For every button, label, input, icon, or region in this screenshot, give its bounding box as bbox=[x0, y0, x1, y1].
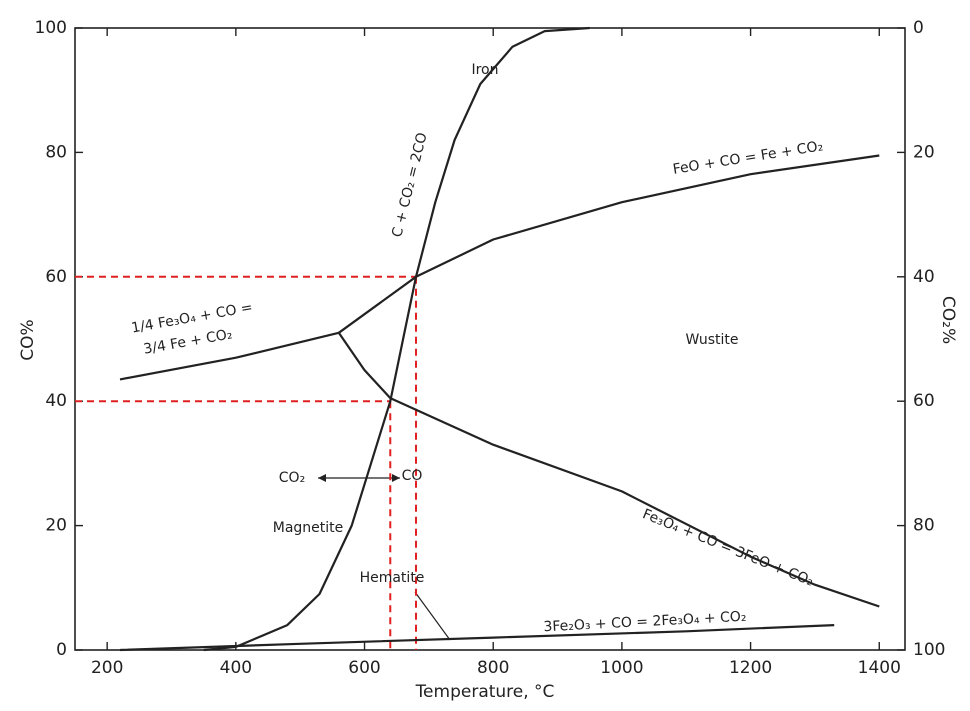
curve-label: FeO + CO = Fe + CO₂ bbox=[672, 138, 825, 178]
region-label: CO₂ bbox=[279, 470, 305, 486]
curve-label: C + CO₂ = 2CO bbox=[389, 131, 430, 239]
y2-axis-label: CO₂% bbox=[938, 296, 958, 344]
x-axis-label: Temperature, °C bbox=[415, 682, 555, 702]
region-label: Hematite bbox=[360, 570, 425, 586]
curve-label: Fe₃O₄ + CO = 3FeO + CO₂ bbox=[640, 506, 816, 589]
x-tick-label: 400 bbox=[220, 658, 252, 678]
x-tick-label: 1200 bbox=[729, 658, 772, 678]
y-axis-label: CO% bbox=[18, 319, 38, 360]
y-tick-label: 20 bbox=[45, 516, 67, 536]
y2-tick-label: 40 bbox=[913, 267, 935, 287]
y2-tick-label: 100 bbox=[913, 640, 945, 660]
y-tick-label: 100 bbox=[35, 18, 67, 38]
y2-tick-label: 20 bbox=[913, 142, 935, 162]
y2-tick-label: 0 bbox=[913, 18, 924, 38]
x-tick-label: 1400 bbox=[858, 658, 901, 678]
y-tick-label: 60 bbox=[45, 267, 67, 287]
x-tick-label: 600 bbox=[348, 658, 380, 678]
region-label: Magnetite bbox=[273, 520, 344, 536]
region-label: Wustite bbox=[686, 332, 739, 348]
y-tick-label: 0 bbox=[56, 640, 67, 660]
x-tick-label: 800 bbox=[477, 658, 509, 678]
curve bbox=[337, 332, 880, 608]
leader-line bbox=[414, 591, 451, 641]
curve bbox=[338, 154, 880, 334]
y-tick-label: 40 bbox=[45, 391, 67, 411]
y-tick-label: 80 bbox=[45, 142, 67, 162]
region-label: Iron bbox=[471, 62, 498, 78]
y2-tick-label: 80 bbox=[913, 516, 935, 536]
curve-label: 3Fe₂O₃ + CO = 2Fe₃O₄ + CO₂ bbox=[543, 609, 747, 636]
plot-frame bbox=[74, 27, 906, 651]
y2-tick-label: 60 bbox=[913, 391, 935, 411]
region-label: CO bbox=[402, 468, 423, 484]
curve-label: 1/4 Fe₃O₄ + CO = bbox=[130, 299, 254, 336]
curve bbox=[203, 26, 590, 652]
x-tick-label: 1000 bbox=[600, 658, 643, 678]
x-tick-label: 200 bbox=[91, 658, 123, 678]
curve bbox=[119, 624, 835, 652]
curve bbox=[119, 331, 340, 381]
